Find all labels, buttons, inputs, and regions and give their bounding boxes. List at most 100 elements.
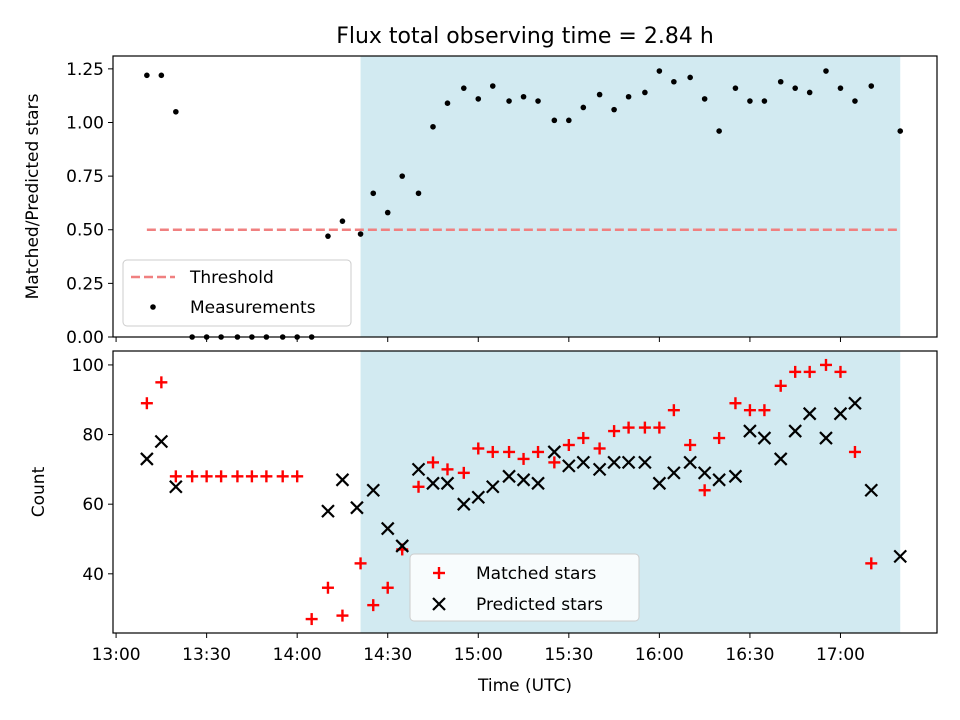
ratio-panel: 0.00 0.25 0.50 0.75 1.00 1.25 Matched/Predict… (23, 55, 938, 348)
measurement-point (520, 93, 527, 100)
matched-point (231, 470, 244, 483)
matched-point (638, 421, 651, 434)
predicted-point (440, 476, 455, 491)
matched-point (548, 456, 561, 469)
measurement-point (489, 83, 496, 89)
predicted-point (802, 406, 817, 421)
measurement-point (747, 98, 753, 104)
measurement-point (566, 117, 572, 124)
matched-point (503, 445, 516, 458)
matched-point (457, 466, 470, 479)
x-tick-label: 16:00 (635, 645, 684, 665)
measurement-point (823, 68, 829, 74)
y-tick-label-bottom: 100 (72, 356, 104, 376)
measurement-point (806, 89, 813, 96)
measurement-point (716, 128, 722, 134)
y-tick-label-bottom: 60 (82, 495, 104, 515)
x-tick-label: 13:30 (182, 645, 231, 665)
legend-matched-label: Matched stars (476, 564, 596, 584)
measurement-point (897, 128, 904, 134)
measurement-point (506, 98, 512, 104)
x-tick-label: 13:00 (92, 645, 141, 665)
matched-point (155, 376, 168, 389)
matched-point (743, 404, 756, 417)
count-ylabel: Count (29, 466, 49, 517)
predicted-point (426, 476, 440, 491)
y-tick-label-top: 0.00 (66, 328, 104, 348)
matched-point (789, 365, 802, 378)
predicted-point (819, 431, 833, 445)
matched-point (336, 609, 349, 622)
matched-point (427, 456, 440, 469)
y-tick-label-top: 1.25 (66, 60, 104, 80)
predicted-point (335, 473, 350, 487)
matched-point (354, 557, 367, 570)
predicted-point (864, 483, 879, 498)
matched-point (608, 425, 621, 438)
predicted-point (380, 521, 395, 536)
predicted-point (667, 466, 681, 480)
measurement-point (792, 85, 798, 91)
matched-point (245, 470, 258, 483)
ratio-panel-frame (112, 55, 938, 338)
matched-point (684, 439, 697, 451)
predicted-point (516, 473, 531, 487)
predicted-point (366, 483, 381, 498)
matched-point (186, 470, 199, 483)
matched-point (140, 397, 153, 410)
measurement-point (580, 104, 587, 111)
measurement-point (671, 78, 677, 85)
measurement-point (144, 72, 150, 79)
ratio-legend: Threshold Measurements (122, 259, 352, 327)
measurement-point (611, 106, 617, 113)
observing-window-top (360, 56, 901, 337)
predicted-point (485, 479, 500, 494)
x-tick-label: 15:30 (544, 645, 593, 665)
measurement-point (701, 96, 708, 102)
predicted-point (502, 469, 516, 484)
measurement-point (444, 100, 451, 106)
matched-point (774, 379, 787, 392)
matched-point (200, 470, 213, 483)
x-tick-label: 14:30 (363, 645, 412, 665)
matched-point (517, 452, 530, 465)
predicted-point (848, 396, 862, 411)
predicted-point (743, 424, 757, 438)
measurement-point (384, 209, 391, 216)
measurement-point (460, 85, 467, 91)
measurement-point (399, 173, 406, 179)
y-tick-label-bottom: 80 (82, 426, 104, 446)
measurement-point (475, 96, 482, 102)
y-tick-label-top: 1.00 (66, 113, 104, 133)
measurement-point (173, 108, 179, 115)
predicted-point (773, 452, 788, 466)
measurement-point (158, 72, 165, 79)
measurement-point (761, 98, 768, 104)
measurement-point (357, 231, 364, 237)
measurement-point (642, 89, 648, 96)
measurement-point (868, 83, 875, 89)
predicted-point (411, 462, 426, 477)
matched-point (412, 480, 425, 493)
ratio-legend-box (122, 259, 352, 327)
measurement-point (370, 190, 377, 197)
measurement-point (535, 98, 541, 104)
measurement-point (430, 123, 436, 130)
predicted-point (395, 539, 409, 553)
count-legend: Matched stars Predicted stars (409, 553, 640, 622)
y-tick-label-top: 0.25 (66, 274, 104, 294)
matched-point (276, 470, 289, 483)
predicted-point (471, 490, 486, 505)
matched-point (291, 470, 304, 483)
measurement-point (596, 91, 603, 98)
legend-predicted-swatch (432, 597, 446, 611)
legend-matched-swatch (433, 567, 445, 579)
measurement-point (732, 85, 739, 91)
matched-point (260, 470, 273, 483)
matched-point (305, 613, 318, 626)
predicted-point (531, 476, 545, 491)
predicted-point (652, 476, 667, 491)
measurement-point (777, 78, 784, 85)
matched-point (321, 581, 334, 594)
predicted-point (607, 455, 621, 470)
